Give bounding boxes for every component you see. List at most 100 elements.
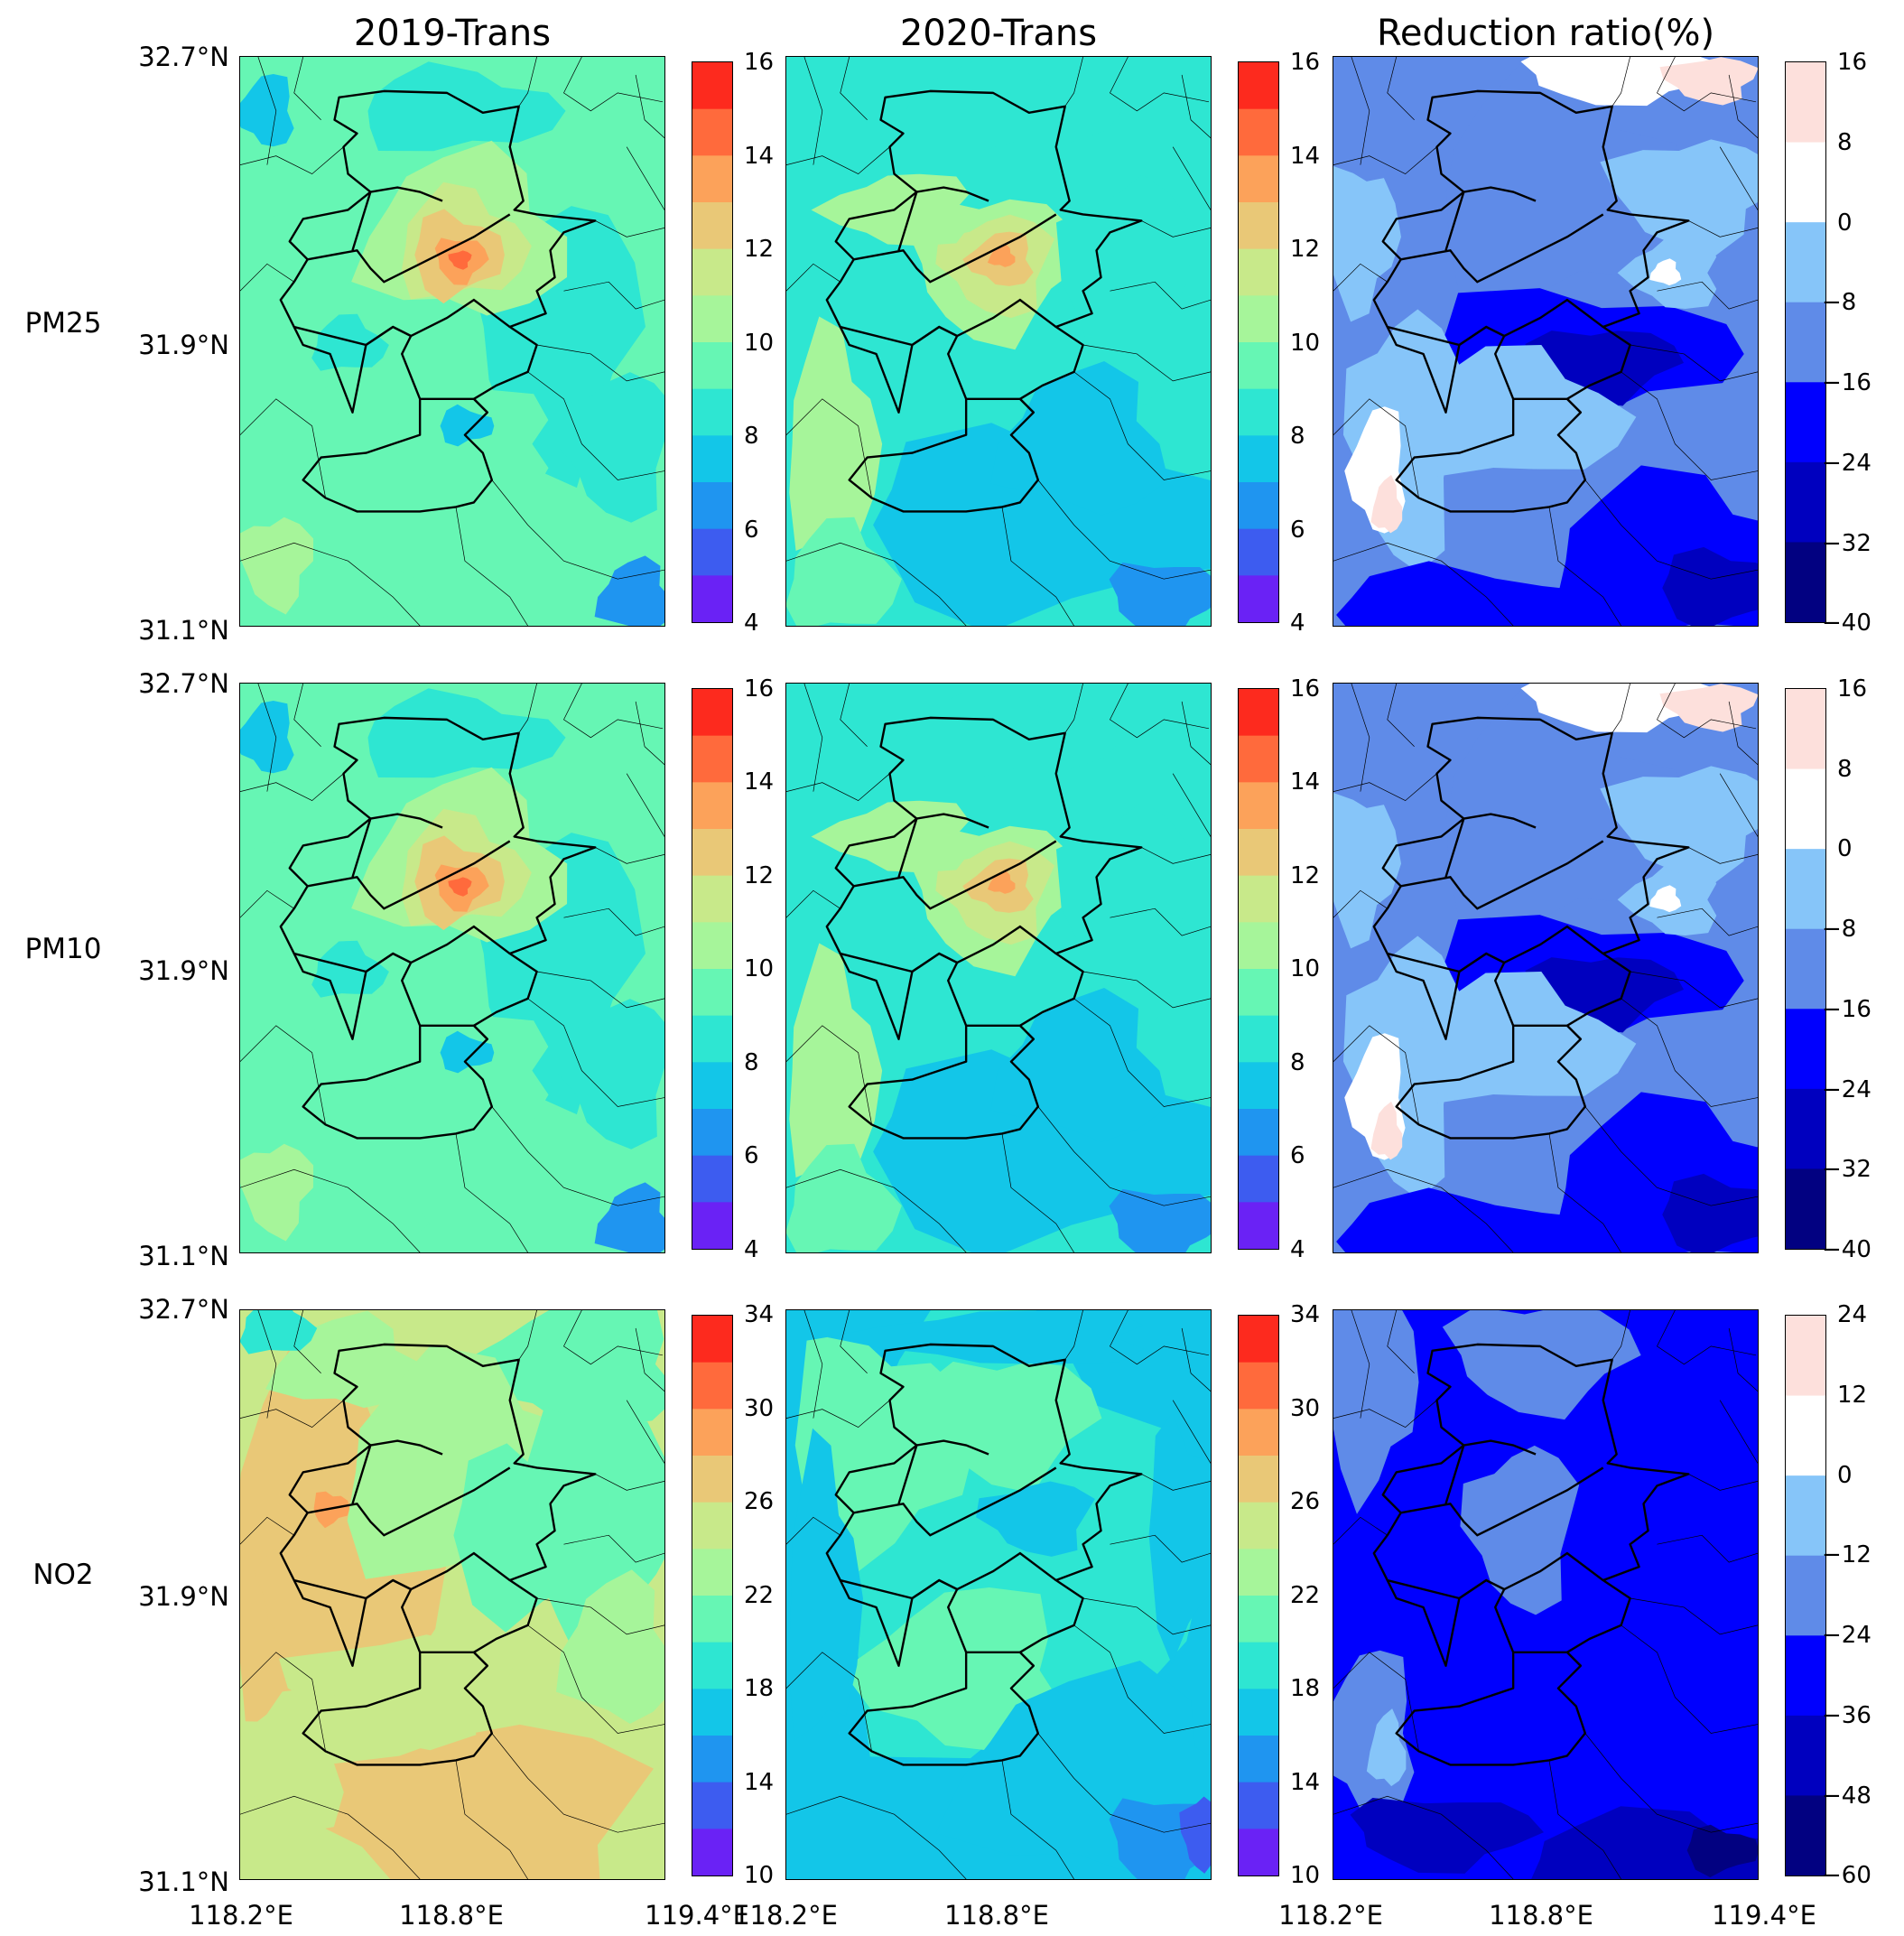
- contour-region: [240, 517, 314, 615]
- map-no2-2019: [239, 1309, 665, 1880]
- cbar-tick: 12: [1290, 236, 1321, 263]
- colorbar-band: [692, 1202, 732, 1249]
- contour-region: [1148, 1412, 1211, 1665]
- colorbar-band: [1786, 689, 1825, 770]
- county-boundary: [455, 507, 528, 626]
- cbar-tick: −12: [1822, 1541, 1871, 1568]
- colorbar-band: [692, 248, 732, 296]
- county-boundary: [1082, 971, 1211, 1009]
- district-boundary: [966, 397, 1035, 414]
- cbar-tick: 18: [1290, 1675, 1321, 1702]
- county-boundary: [786, 1516, 841, 1545]
- contour-region: [990, 361, 1169, 516]
- cbar-tick: 8: [744, 423, 759, 450]
- county-boundary: [240, 1516, 294, 1545]
- contour-region: [1109, 562, 1211, 626]
- county-boundary: [1719, 773, 1758, 837]
- county-boundary: [491, 1733, 664, 1833]
- district-boundary: [1444, 186, 1537, 251]
- county-boundary: [1172, 1400, 1211, 1464]
- contour-region: [440, 404, 495, 447]
- contour-region: [1109, 1188, 1211, 1252]
- colorbar-band: [1786, 768, 1825, 850]
- district-boundary: [897, 813, 989, 878]
- county-boundary: [1181, 1327, 1211, 1392]
- colorbar-pm10-2020: [1238, 688, 1279, 1250]
- cbar-tick: 6: [744, 517, 759, 544]
- county-boundary: [840, 684, 868, 748]
- colorbar-band: [1786, 928, 1825, 1010]
- cbar-tick: 10: [1290, 330, 1321, 357]
- colorbar-band: [692, 342, 732, 390]
- county-boundary: [1001, 1133, 1074, 1252]
- district-boundary: [1513, 1024, 1582, 1040]
- colorbar-band: [692, 829, 732, 877]
- colorbar-band: [692, 108, 732, 156]
- colorbar-band: [1239, 969, 1278, 1017]
- county-boundary: [1657, 281, 1758, 310]
- county-boundary: [563, 908, 664, 936]
- colorbar-band: [692, 155, 732, 203]
- colorbar-band: [692, 1502, 732, 1550]
- colorbar-no2-ratio: [1785, 1315, 1826, 1876]
- county-boundary: [527, 371, 664, 480]
- map-pm10-2019: [239, 683, 665, 1253]
- district-boundary: [897, 186, 989, 251]
- contour-region: [240, 1688, 344, 1832]
- county-boundary: [527, 1624, 664, 1734]
- district-boundary: [897, 1439, 989, 1504]
- contour-region: [1055, 801, 1194, 1033]
- cbar-tick: 30: [744, 1395, 775, 1422]
- colorbar-band: [1239, 388, 1278, 436]
- district-boundary: [853, 1466, 1057, 1537]
- colorbar-band: [692, 388, 732, 436]
- colorbar-band: [692, 1015, 732, 1063]
- cbar-tick: 16: [744, 675, 775, 703]
- lon-label-col3-left: 118.2°E: [1278, 1900, 1383, 1931]
- cbar-tick: 6: [1290, 1142, 1305, 1169]
- county-boundary: [1064, 684, 1083, 734]
- county-boundary: [786, 889, 841, 918]
- county-boundary: [1333, 263, 1388, 292]
- cbar-tick: 24: [1837, 1301, 1868, 1328]
- county-boundary: [1110, 281, 1211, 310]
- colorbar-pm25-2020: [1238, 61, 1279, 623]
- colorbar-band: [692, 1316, 732, 1364]
- county-boundary: [1181, 74, 1211, 138]
- lat-label-row2-bottom: 31.1°N: [138, 1241, 229, 1271]
- colorbar-band: [1239, 829, 1278, 877]
- colorbar-band: [1786, 849, 1825, 930]
- county-boundary: [786, 263, 841, 292]
- district-boundary: [1444, 1439, 1537, 1504]
- colorbar-band: [692, 689, 732, 737]
- cbar-tick: 14: [1290, 143, 1321, 170]
- county-boundary: [786, 1168, 967, 1252]
- cbar-tick: −24: [1822, 450, 1871, 477]
- colorbar-band: [1786, 382, 1825, 463]
- county-boundary: [257, 684, 277, 792]
- contour-region: [827, 1310, 1144, 1364]
- county-boundary: [293, 1310, 321, 1374]
- contour-region: [906, 61, 1122, 152]
- district-boundary: [1387, 298, 1604, 347]
- cbar-tick: −48: [1822, 1782, 1871, 1810]
- contour-region: [448, 877, 472, 897]
- county-boundary: [1172, 773, 1211, 837]
- district-boundary: [840, 925, 1057, 973]
- cbar-tick: 8: [1837, 129, 1853, 156]
- district-boundary: [840, 298, 1057, 347]
- county-boundary: [1141, 847, 1211, 864]
- cbar-tick: 4: [744, 610, 759, 637]
- column-title-ratio: Reduction ratio(%): [1376, 13, 1715, 54]
- district-boundary: [1400, 840, 1604, 910]
- county-boundary: [1351, 1310, 1370, 1419]
- district-boundary: [966, 1024, 1035, 1040]
- cbar-tick: −60: [1822, 1862, 1871, 1889]
- colorbar-band: [1239, 1109, 1278, 1157]
- map-no2-ratio: [1333, 1309, 1759, 1880]
- county-boundary: [563, 684, 664, 739]
- district-boundary: [853, 840, 1057, 910]
- colorbar-band: [1239, 1736, 1278, 1783]
- map-pm10-ratio: [1333, 683, 1759, 1253]
- county-boundary: [1073, 371, 1211, 480]
